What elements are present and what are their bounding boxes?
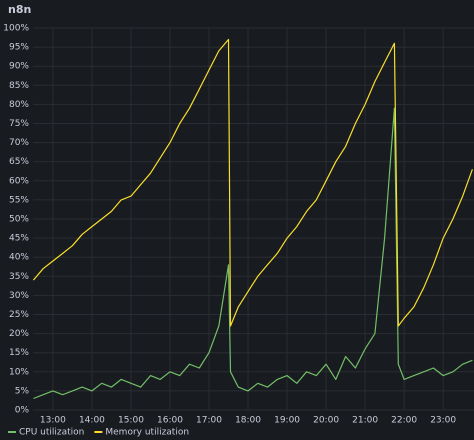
x-tick-label: 18:00 <box>235 416 261 426</box>
x-tick-label: 13:00 <box>40 416 66 426</box>
y-tick-label: 0% <box>15 406 30 416</box>
y-tick-label: 100% <box>3 24 29 34</box>
x-tick-label: 21:00 <box>352 416 378 426</box>
x-tick-label: 14:00 <box>79 416 105 426</box>
x-tick-label: 23:00 <box>430 416 456 426</box>
x-tick-label: 22:00 <box>391 416 417 426</box>
y-tick-label: 70% <box>9 138 29 148</box>
y-tick-label: 30% <box>9 291 29 301</box>
x-tick-label: 19:00 <box>274 416 300 426</box>
y-tick-label: 45% <box>9 234 29 244</box>
y-tick-label: 90% <box>9 62 29 72</box>
y-tick-label: 85% <box>9 81 29 91</box>
x-tick-label: 20:00 <box>313 416 339 426</box>
y-tick-label: 35% <box>9 272 29 282</box>
y-tick-label: 60% <box>9 176 29 186</box>
legend-label: CPU utilization <box>19 428 84 438</box>
y-tick-label: 10% <box>9 367 29 377</box>
x-tick-label: 15:00 <box>118 416 144 426</box>
y-tick-label: 20% <box>9 329 29 339</box>
legend-label: Memory utilization <box>105 428 189 438</box>
chart-title: n8n <box>8 3 31 16</box>
y-tick-label: 95% <box>9 43 29 53</box>
series-line <box>32 38 473 327</box>
y-tick-label: 15% <box>9 348 29 358</box>
y-tick-label: 75% <box>9 119 29 129</box>
y-tick-label: 50% <box>9 215 29 225</box>
series-line <box>33 107 473 400</box>
y-tick-label: 55% <box>9 195 29 205</box>
y-tick-label: 80% <box>9 100 29 110</box>
y-tick-label: 65% <box>9 157 29 167</box>
x-tick-label: 16:00 <box>157 416 183 426</box>
y-tick-label: 5% <box>15 386 30 396</box>
y-tick-label: 40% <box>9 253 29 263</box>
y-tick-label: 25% <box>9 310 29 320</box>
x-tick-label: 17:00 <box>196 416 222 426</box>
